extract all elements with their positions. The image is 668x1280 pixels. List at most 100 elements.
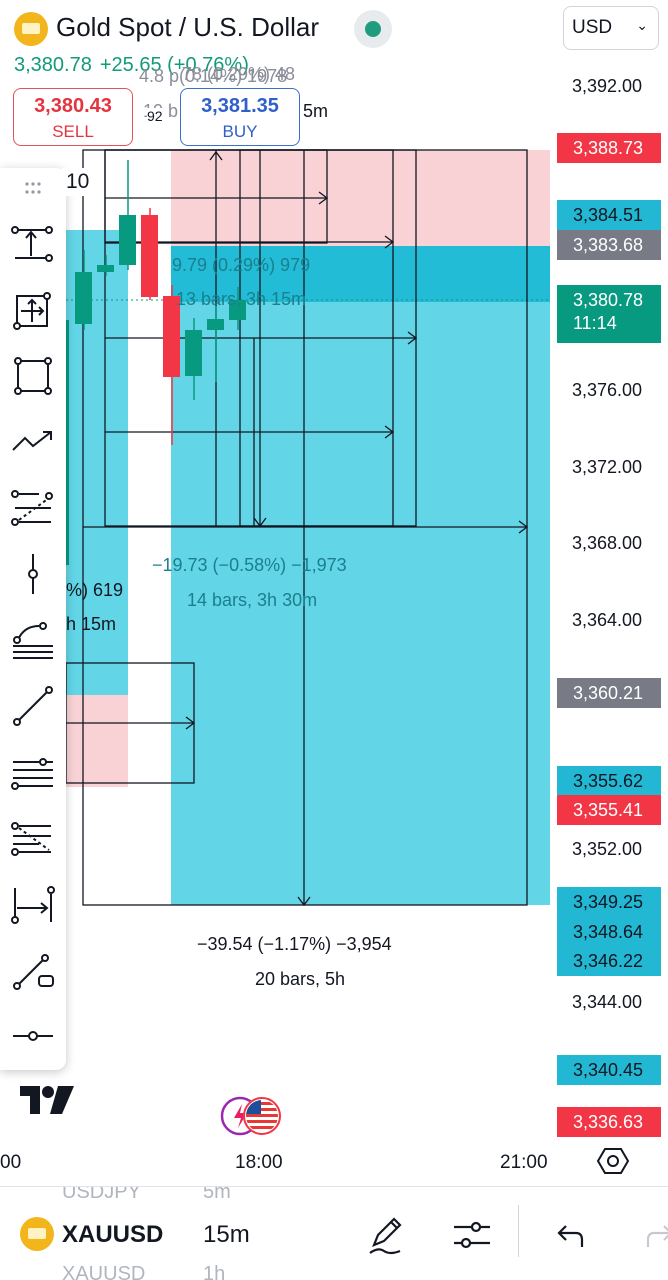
price-tick: 3,364.00 [572, 610, 643, 630]
gold-logo-icon [14, 12, 48, 46]
fib-extension-tool-icon[interactable] [9, 484, 57, 532]
market-status-dot [365, 21, 381, 37]
price-tick: 3,344.00 [572, 992, 643, 1012]
price-tag: 3,346.22 [557, 946, 661, 976]
candle [229, 300, 246, 320]
short-position-zone-left[interactable] [66, 695, 128, 787]
entry-band [171, 246, 550, 302]
currency-select[interactable]: USD ⌄ [563, 6, 659, 50]
arrowhead [407, 331, 418, 345]
bottom-toolbar: USDJPY 5m XAUUSD 1h XAUUSD 15m [0, 1186, 668, 1280]
interval-selector[interactable]: 15m [203, 1221, 250, 1248]
parallel-channel-tool-icon[interactable] [9, 748, 57, 796]
price-tag: 3,349.25 [557, 887, 661, 917]
price-tick: 3,376.00 [572, 380, 643, 400]
arrowhead [318, 191, 329, 205]
buy-button[interactable]: 3,381.35 BUY [180, 88, 300, 146]
price-tag: 3,388.73 [557, 133, 661, 163]
date-range-tool-icon[interactable] [9, 880, 57, 928]
currency-value: USD [572, 17, 613, 38]
price-tick: 3,352.00 [572, 839, 643, 859]
candle [66, 320, 69, 565]
measure-label-span: 13 bars, 3h 15m [176, 289, 307, 309]
anchored-text-tool-icon[interactable] [9, 220, 57, 268]
us-flag-badge-icon[interactable] [220, 1096, 282, 1136]
symbol-picker-prev: USDJPY [62, 1186, 141, 1203]
price-tag: 3,336.63 [557, 1107, 661, 1137]
sell-price: 3,380.43 [34, 95, 112, 117]
undo-icon[interactable] [548, 1213, 592, 1257]
price-tag: 3,340.45 [557, 1055, 661, 1085]
price-tick: 3,392.00 [572, 76, 643, 96]
symbol-title[interactable]: Gold Spot / U.S. Dollar [56, 12, 319, 42]
price-tag: 3,360.21 [557, 678, 661, 708]
measure-label-span: h 15m [66, 614, 117, 634]
toolbar-divider [518, 1205, 519, 1257]
candle [163, 296, 180, 377]
rotated-rectangle-tool-icon[interactable] [9, 286, 57, 334]
drawing-toolbar [0, 168, 66, 1070]
arrowhead [384, 425, 395, 439]
time-tick: 18:00 [235, 1152, 283, 1173]
arrowhead [209, 150, 223, 161]
price-tag: 3,384.51 [557, 200, 661, 230]
measure-label-change: −19.73 (−0.58%) −1,973 [152, 555, 347, 575]
price-tick: 3,368.00 [572, 533, 643, 553]
interval-picker-prev: 5m [203, 1186, 231, 1203]
price-change: +25.65 (+0.76%) [99, 54, 249, 76]
candle [207, 319, 224, 330]
price-tag: 3,348.64 [557, 917, 661, 947]
trend-line-tool-icon[interactable] [9, 682, 57, 730]
measure-label-span: 20 bars, 5h [255, 969, 346, 989]
buy-label: BUY [222, 122, 258, 141]
vertical-line-tool-icon[interactable] [9, 550, 57, 598]
interval-picker-next: 1h [203, 1263, 226, 1280]
candle [141, 215, 158, 297]
arrowhead [253, 517, 267, 528]
redo-icon[interactable] [638, 1213, 668, 1257]
fib-retracement-tool-icon[interactable] [9, 814, 57, 862]
overlap-text: 5m [303, 101, 329, 121]
time-tick: 00 [0, 1152, 22, 1173]
measure-label-change: %) 619 [66, 580, 124, 600]
tradingview-logo-icon[interactable] [20, 1086, 74, 1114]
gold-symbol-icon[interactable] [20, 1217, 54, 1251]
pitchfork-tool-icon[interactable] [9, 616, 57, 664]
last-price: 3,380.78 [14, 54, 92, 76]
overlap-text: 4.8 p(0.14%) 1978 [139, 66, 288, 86]
measure-label-change: −39.54 (−1.17%) −3,954 [197, 934, 392, 954]
market-open-icon[interactable] [354, 10, 392, 48]
indicators-settings-icon[interactable] [450, 1213, 494, 1257]
drag-handle-icon[interactable] [21, 176, 45, 200]
horizontal-ray-tool-icon[interactable] [9, 1012, 57, 1060]
chart-settings-icon[interactable] [596, 1144, 630, 1178]
measure-label-change: 9.79 (0.29%) 979 [172, 255, 311, 275]
measure-label-span: 14 bars, 3h 30m [187, 590, 318, 610]
brush-tool-icon[interactable] [9, 946, 57, 994]
candle [97, 265, 114, 272]
price-tag: 3,355.41 [557, 795, 661, 825]
buy-price: 3,381.35 [201, 95, 279, 117]
candle [75, 272, 92, 324]
long-position-target-zone[interactable] [171, 246, 550, 905]
symbol-selector[interactable]: XAUUSD [62, 1221, 164, 1248]
time-tick: 21:00 [500, 1152, 548, 1173]
sell-label: SELL [52, 122, 94, 141]
arrowhead [297, 896, 311, 907]
drawing-pen-icon[interactable] [364, 1213, 408, 1257]
path-tool-icon[interactable] [9, 418, 57, 466]
interval-chip[interactable]: 10 [62, 168, 94, 196]
price-tick: 3,372.00 [572, 457, 643, 477]
symbol-header: Gold Spot / U.S. Dollar USD ⌄ 3,380.78 +2… [0, 0, 668, 150]
candle [185, 330, 202, 376]
overlap-text: 78 (0.29%) 48 [182, 64, 296, 84]
price-quote: 3,380.78 +25.65 (+0.76%) [14, 54, 249, 77]
chevron-down-icon: ⌄ [636, 17, 648, 33]
candle [119, 215, 136, 265]
sell-button[interactable]: 3,380.43 SELL [13, 88, 133, 146]
arrowhead [384, 235, 395, 249]
current-price-tag: 3,380.78 11:14 [557, 285, 661, 343]
rectangle-tool-icon[interactable] [9, 352, 57, 400]
symbol-picker-next: XAUUSD [62, 1263, 146, 1280]
